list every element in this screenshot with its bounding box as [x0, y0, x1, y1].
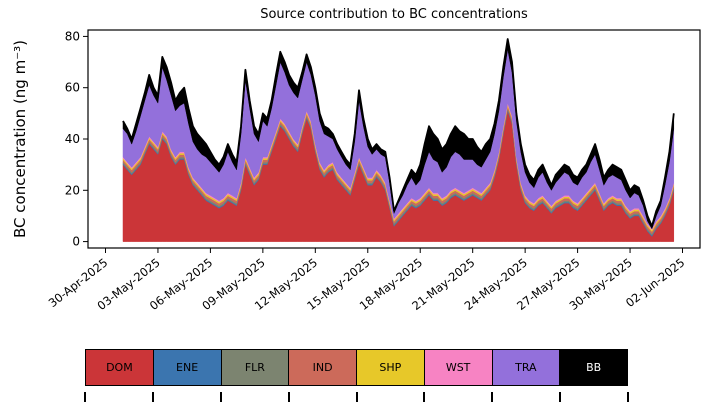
legend-label: FLR — [244, 361, 265, 374]
y-tick-label: 20 — [65, 183, 80, 197]
legend-item-TRA: TRA — [491, 349, 561, 386]
legend-boundary-tick — [287, 392, 290, 402]
legend-label: TRA — [515, 361, 537, 374]
legend-boundary-tick — [151, 392, 154, 402]
legend-boundary-tick — [84, 392, 86, 402]
legend-boundary-tick — [491, 392, 494, 402]
legend-item-ENE: ENE — [152, 349, 222, 386]
legend-boundary-tick — [627, 392, 629, 402]
legend-boundary-tick — [559, 392, 562, 402]
legend-label: IND — [312, 361, 333, 374]
y-tick-label: 80 — [65, 29, 80, 43]
y-tick-label: 40 — [65, 132, 80, 146]
legend-item-BB: BB — [559, 349, 628, 386]
legend-item-FLR: FLR — [220, 349, 290, 386]
legend-label: DOM — [106, 361, 133, 374]
chart-title: Source contribution to BC concentrations — [260, 7, 528, 22]
stack-top-outline — [122, 38, 675, 228]
legend-item-SHP: SHP — [356, 349, 425, 386]
legend: DOM ENE FLR IND SHP WST TRA BB — [85, 349, 628, 386]
legend-label: WST — [445, 361, 471, 374]
legend-boundary-tick — [219, 392, 222, 402]
legend-label: ENE — [176, 361, 199, 374]
y-tick-label: 60 — [65, 81, 80, 95]
legend-item-DOM: DOM — [85, 349, 154, 386]
legend-item-WST: WST — [423, 349, 493, 386]
legend-ticks — [84, 392, 629, 402]
y-tick-label: 0 — [72, 235, 80, 249]
legend-label: BB — [586, 361, 602, 374]
legend-item-IND: IND — [288, 349, 357, 386]
legend-boundary-tick — [355, 392, 358, 402]
legend-label: SHP — [379, 361, 402, 374]
legend-boundary-tick — [423, 392, 426, 402]
